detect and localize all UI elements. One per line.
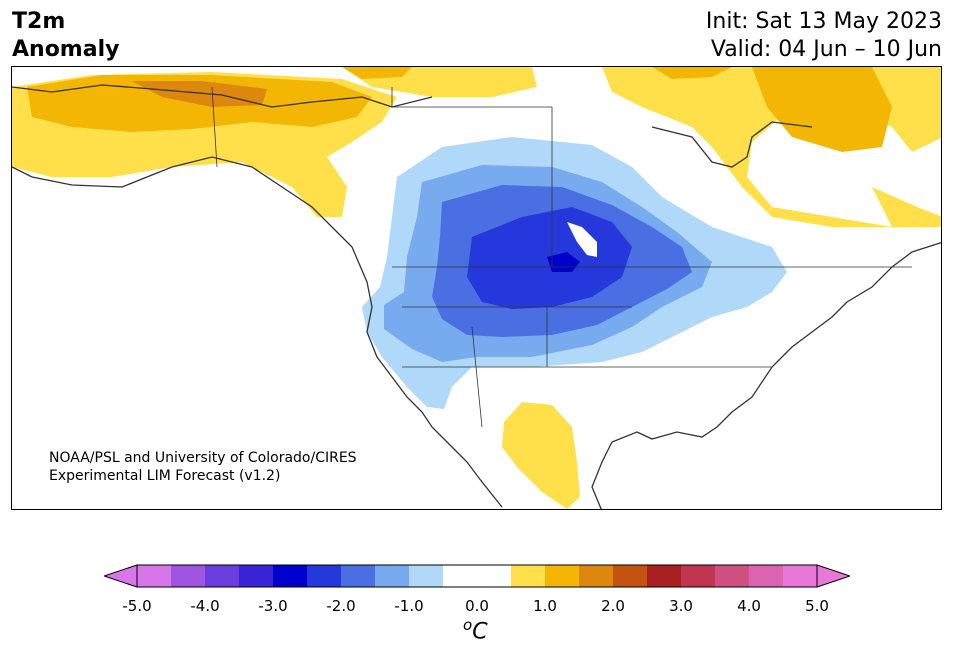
colorbar-tick-label: -2.0 (326, 597, 356, 615)
forecast-credit: NOAA/PSL and University of Colorado/CIRE… (49, 449, 357, 485)
unit-superscript: o (463, 616, 473, 634)
mexico-warm-light (502, 402, 580, 509)
colorbar-tick-label: 5.0 (805, 597, 829, 615)
credit-line-2: Experimental LIM Forecast (v1.2) (49, 468, 281, 484)
colorbar-cell (715, 565, 750, 587)
colorbar-tick-label: -5.0 (122, 597, 152, 615)
colorbar-tick-label: 1.0 (533, 597, 557, 615)
colorbar-outline (136, 564, 818, 588)
colorbar-under-arrow (104, 564, 138, 588)
coastlines (12, 84, 941, 509)
colorbar-tick-label: 4.0 (737, 597, 761, 615)
anomaly-map (11, 66, 942, 510)
arctic-warm-mid-islands (342, 67, 732, 79)
forecast-dates: Init: Sat 13 May 2023 Valid: 04 Jun – 10… (706, 8, 942, 64)
colorbar-cell (341, 565, 376, 587)
colorbar-tick-label: 0.0 (465, 597, 489, 615)
colorbar-cell (477, 565, 512, 587)
colorbar-tick-label: 2.0 (601, 597, 625, 615)
canada-arctic-warm-mid (752, 67, 892, 152)
init-date-label: Init: Sat 13 May 2023 (705, 9, 942, 34)
colorbar-cell (443, 565, 478, 587)
colorbar-cell (239, 565, 274, 587)
colorbar-cell (579, 565, 614, 587)
alaska-warm-dark (132, 81, 267, 107)
colorbar-cell (511, 565, 546, 587)
colorbar-cell (273, 565, 308, 587)
colorbar-cell (647, 565, 682, 587)
colorbar-cell (681, 565, 716, 587)
colorbar-cell (409, 565, 444, 587)
colorbar-tick-label: -4.0 (190, 597, 220, 615)
colorbar-tick-label: -1.0 (394, 597, 424, 615)
map-canvas (12, 67, 941, 509)
valid-date-label: Valid: 04 Jun – 10 Jun (710, 37, 942, 62)
lake-white (567, 222, 597, 257)
credit-line-1: NOAA/PSL and University of Colorado/CIRE… (49, 450, 357, 466)
colorbar-cell (171, 565, 206, 587)
colorbar-cell (137, 565, 172, 587)
colorbar-cell (545, 565, 580, 587)
colorbar (104, 564, 850, 588)
colorbar-cell (307, 565, 342, 587)
state-borders (211, 86, 912, 428)
colorbar-cell (613, 565, 648, 587)
colorbar-tick-label: 3.0 (669, 597, 693, 615)
colorbar-cells (137, 565, 818, 587)
map-title: T2m Anomaly (12, 8, 119, 64)
colorbar-cell (749, 565, 784, 587)
unit-base: C (472, 619, 488, 645)
title-line-1: T2m (12, 9, 66, 34)
colorbar-cell (375, 565, 410, 587)
unit-label: oC (463, 616, 488, 644)
title-line-2: Anomaly (12, 37, 120, 62)
colorbar-cell (783, 565, 818, 587)
colorbar-tick-label: -3.0 (258, 597, 288, 615)
colorbar-over-arrow (816, 564, 850, 588)
colorbar-cell (205, 565, 240, 587)
